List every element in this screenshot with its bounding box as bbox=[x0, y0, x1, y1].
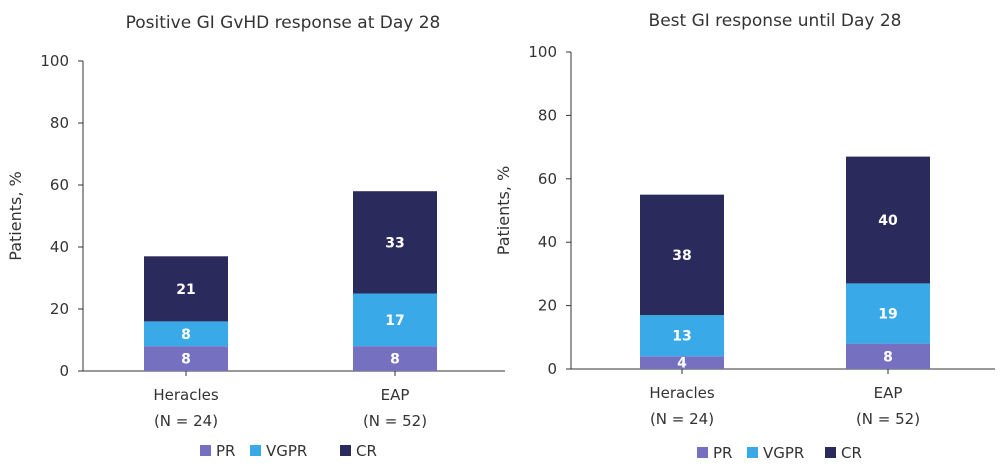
data-label: 40 bbox=[878, 213, 898, 229]
data-label: 8 bbox=[181, 327, 191, 343]
data-label: 8 bbox=[883, 349, 893, 365]
bar-cr-heracles bbox=[640, 194, 724, 316]
chart-title: Best GI response until Day 28 bbox=[649, 11, 902, 31]
y-tick-label: 100 bbox=[40, 52, 69, 70]
y-tick-label: 40 bbox=[538, 233, 557, 251]
data-label: 21 bbox=[176, 282, 195, 298]
legend-swatch-cr bbox=[825, 447, 836, 458]
data-label: 4 bbox=[677, 356, 687, 372]
bar-pr-eap bbox=[846, 343, 930, 369]
bar-vgpr-heracles bbox=[144, 321, 228, 347]
bar-cr-eap bbox=[353, 191, 437, 294]
data-label: 19 bbox=[878, 307, 897, 323]
bar-vgpr-heracles bbox=[640, 315, 724, 357]
legend-label: CR bbox=[356, 442, 377, 460]
legend-swatch-pr bbox=[697, 447, 708, 458]
bar-pr-heracles bbox=[640, 356, 724, 369]
legend-label: CR bbox=[841, 444, 862, 462]
legend-swatch-vgpr bbox=[747, 447, 758, 458]
legend-swatch-vgpr bbox=[250, 445, 261, 456]
data-label: 13 bbox=[672, 329, 691, 345]
y-tick-label: 0 bbox=[547, 360, 557, 378]
chart-title: Positive GI GvHD response at Day 28 bbox=[126, 13, 441, 33]
bar-pr-heracles bbox=[144, 346, 228, 371]
legend-swatch-pr bbox=[200, 445, 211, 456]
x-category-sublabel: (N = 52) bbox=[856, 410, 920, 428]
bar-cr-eap bbox=[846, 156, 930, 284]
x-category-label: EAP bbox=[381, 386, 410, 404]
bar-pr-eap bbox=[353, 346, 437, 371]
x-category-sublabel: (N = 52) bbox=[363, 412, 427, 430]
x-category-sublabel: (N = 24) bbox=[154, 412, 218, 430]
legend-label: PR bbox=[713, 444, 732, 462]
y-tick-label: 20 bbox=[538, 297, 557, 315]
data-label: 8 bbox=[390, 352, 400, 368]
x-category-label: Heracles bbox=[153, 386, 219, 404]
data-label: 17 bbox=[385, 313, 404, 329]
x-category-label: EAP bbox=[874, 384, 903, 402]
y-tick-label: 40 bbox=[50, 238, 69, 256]
data-label: 38 bbox=[672, 248, 691, 264]
bar-vgpr-eap bbox=[846, 283, 930, 344]
legend: PR VGPR CR bbox=[697, 444, 862, 462]
bar-cr-heracles bbox=[144, 256, 228, 322]
legend-label: VGPR bbox=[266, 442, 307, 460]
y-tick-label: 100 bbox=[528, 43, 557, 61]
chart-panel-2: Best GI response until Day 28 0 20 40 60 80 10… bbox=[494, 11, 995, 462]
legend-label: VGPR bbox=[763, 444, 804, 462]
y-tick-label: 80 bbox=[538, 106, 557, 124]
legend-swatch-cr bbox=[340, 445, 351, 456]
y-axis-label: Patients, % bbox=[494, 166, 513, 255]
y-axis-label: Patients, % bbox=[6, 171, 25, 260]
legend-label: PR bbox=[216, 442, 235, 460]
y-tick-label: 60 bbox=[50, 176, 69, 194]
y-tick-label: 60 bbox=[538, 170, 557, 188]
data-label: 33 bbox=[385, 235, 404, 251]
y-tick-label: 20 bbox=[50, 300, 69, 318]
x-category-sublabel: (N = 24) bbox=[650, 410, 714, 428]
y-tick-label: 0 bbox=[59, 362, 69, 380]
x-category-label: Heracles bbox=[649, 384, 715, 402]
data-label: 8 bbox=[181, 352, 191, 368]
chart-panel-1: Positive GI GvHD response at Day 28 0 20 40… bbox=[6, 13, 505, 460]
bar-vgpr-eap bbox=[353, 293, 437, 347]
legend: PR VGPR CR bbox=[200, 442, 377, 460]
y-tick-label: 80 bbox=[50, 114, 69, 132]
